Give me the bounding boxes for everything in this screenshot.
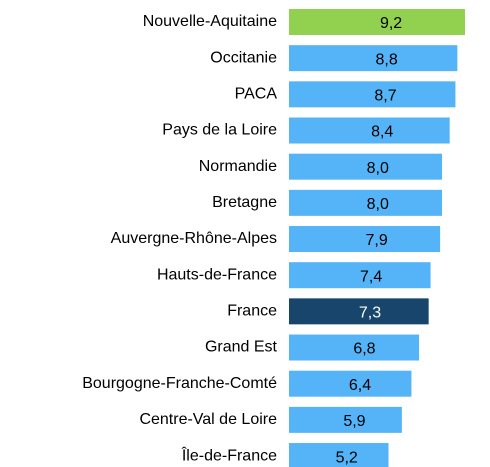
bar [289, 334, 420, 361]
bar [289, 298, 429, 325]
bar [289, 406, 402, 433]
category-label: Bretagne [212, 194, 277, 211]
value-label: 7,4 [360, 268, 382, 285]
value-label: 6,8 [353, 341, 375, 358]
bar [289, 81, 456, 108]
category-label: Occitanie [210, 49, 277, 66]
category-label: Normandie [199, 158, 277, 175]
value-label: 8,0 [367, 196, 389, 213]
value-label: 6,4 [349, 377, 371, 394]
category-label: Bourgogne-Franche-Comté [82, 375, 277, 392]
bar [289, 262, 431, 289]
value-label: 8,0 [367, 160, 389, 177]
value-label: 8,7 [374, 88, 396, 105]
bar [289, 370, 412, 397]
bar [289, 443, 389, 467]
value-label: 5,9 [343, 413, 365, 430]
category-label: PACA [235, 86, 278, 103]
bar [289, 226, 441, 253]
bar [289, 117, 450, 144]
category-label: Nouvelle-Aquitaine [143, 13, 277, 30]
value-label: 5,2 [336, 449, 358, 466]
value-label: 8,4 [371, 124, 393, 141]
bar [289, 189, 443, 216]
value-label: 7,9 [366, 232, 388, 249]
category-label: Hauts-de-France [157, 266, 277, 283]
bar [289, 9, 465, 35]
value-label: 7,3 [359, 305, 381, 322]
category-label: France [227, 303, 277, 320]
category-label: Île-de-France [181, 445, 277, 464]
value-label: 8,8 [376, 51, 398, 68]
category-label: Pays de la Loire [162, 122, 277, 139]
category-label: Centre-Val de Loire [139, 411, 277, 428]
bar [289, 153, 443, 180]
category-label: Grand Est [205, 339, 278, 356]
value-label: 9,2 [380, 15, 402, 32]
category-label: Auvergne-Rhône-Alpes [111, 230, 277, 247]
bar [289, 45, 458, 72]
